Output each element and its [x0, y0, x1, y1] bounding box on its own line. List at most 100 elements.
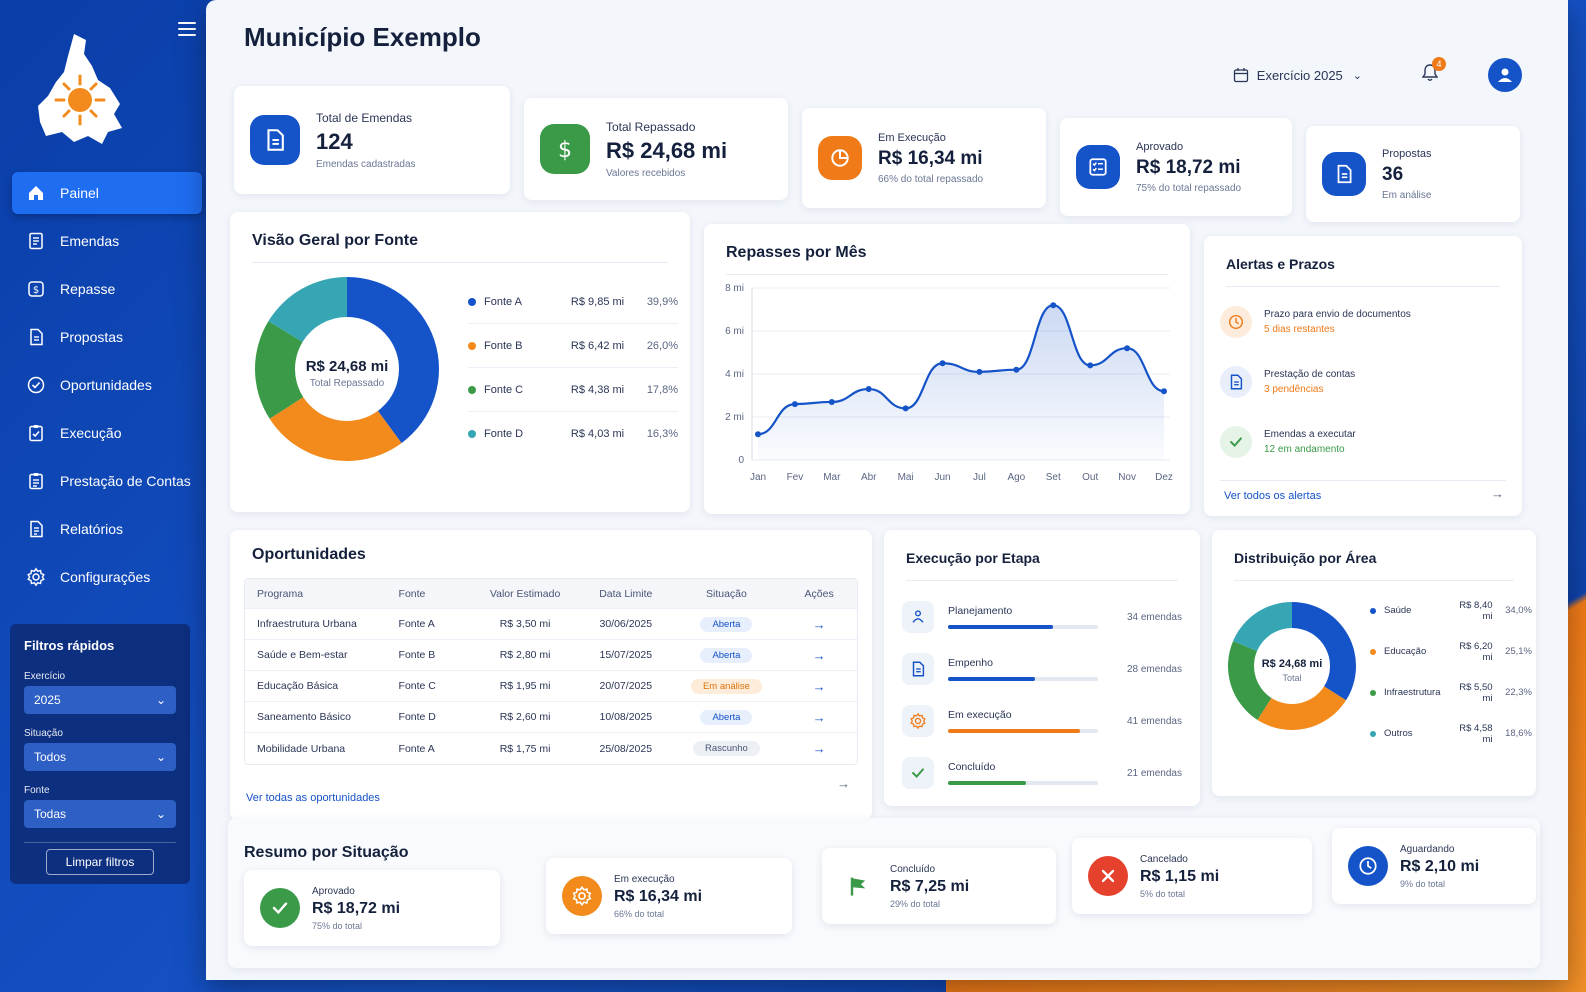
arrow-right-icon[interactable]: → [812, 647, 826, 663]
summary-item[interactable]: Aprovado R$ 18,72 mi 75% do total [244, 870, 500, 946]
overview-slice-fonte-c[interactable] [255, 321, 304, 419]
legend-name: Fonte D [484, 428, 524, 440]
stat-text: Total de Emendas 124 Emendas cadastradas [316, 111, 416, 170]
data-point-jun[interactable] [939, 360, 946, 367]
table-row[interactable]: Saúde e Bem-estar Fonte B R$ 2,80 mi 15/… [245, 640, 857, 671]
data-point-jan[interactable] [755, 431, 761, 438]
dollar-icon: $ [558, 137, 572, 162]
person-icon [912, 610, 924, 623]
stat-label: Aprovado [1136, 140, 1184, 153]
summary-value: R$ 18,72 mi [312, 899, 401, 917]
alerts-title: Alertas e Prazos [1226, 256, 1335, 272]
data-point-mai[interactable] [902, 405, 909, 412]
alert-item[interactable]: Prestação de contas 3 pendências [1220, 354, 1506, 410]
arrow-right-icon[interactable]: → [1491, 486, 1504, 501]
stat-text: Em Execução R$ 16,34 mi 66% do total rep… [878, 132, 983, 185]
summary-item[interactable]: Cancelado R$ 1,15 mi 5% do total [1072, 838, 1312, 914]
table-row[interactable]: Mobilidade Urbana Fonte A R$ 1,75 mi 25/… [245, 733, 857, 764]
filter-exercicio-select[interactable]: 2025 ⌄ [24, 686, 176, 714]
sidebar-item-relat-rios[interactable]: Relatórios [12, 508, 202, 550]
menu-toggle-button[interactable] [178, 22, 196, 36]
stat-card[interactable]: Em Execução R$ 16,34 mi 66% do total rep… [802, 108, 1046, 208]
alert-item[interactable]: Emendas a executar 12 em andamento [1220, 414, 1506, 470]
alert-text: Emendas a executar 12 em andamento [1264, 429, 1356, 455]
arrow-right-icon[interactable]: → [812, 678, 826, 694]
summary-item[interactable]: Concluído R$ 7,25 mi 29% do total [822, 848, 1056, 924]
data-point-jul[interactable] [976, 368, 983, 375]
y-tick-label: 4 mi [725, 369, 744, 380]
overview-slice-fonte-a[interactable] [347, 277, 439, 444]
summary-item[interactable]: Em execução R$ 16,34 mi 66% do total [546, 858, 792, 934]
y-tick-label: 2 mi [725, 412, 744, 423]
filter-situacao-select[interactable]: Todos ⌄ [24, 743, 176, 771]
sidebar: Painel Emendas $ Repasse Propostas Oportunida… [0, 0, 212, 992]
sidebar-item-propostas[interactable]: Propostas [12, 316, 202, 358]
stage-progress-track [948, 781, 1098, 785]
arrow-right-icon[interactable]: → [812, 709, 826, 725]
cell-fonte: Fonte C [398, 680, 436, 692]
arrow-right-icon[interactable]: → [812, 616, 826, 632]
overview-slice-fonte-b[interactable] [269, 397, 402, 461]
area-slice-outros[interactable] [1233, 602, 1292, 652]
filter-fonte-select[interactable]: Todas ⌄ [24, 800, 176, 828]
data-point-nov[interactable] [1124, 345, 1131, 352]
summary-by-status-card: Resumo por Situação Aprovado R$ 18,72 mi… [228, 818, 1540, 968]
area-slice-educa-o[interactable] [1257, 686, 1347, 730]
data-point-set[interactable] [1050, 302, 1057, 309]
stat-card[interactable]: Aprovado R$ 18,72 mi 75% do total repass… [1060, 118, 1292, 216]
column-header: Ações [804, 587, 834, 600]
stat-card[interactable]: Propostas 36 Em análise [1306, 126, 1520, 222]
overview-donut-chart [255, 277, 439, 461]
data-point-fev[interactable] [791, 401, 798, 408]
stat-sub: Em análise [1382, 189, 1432, 201]
monthly-transfers-chart: 0 2 mi 4 mi 6 mi 8 mi Jan Fev Mar Abr Mai Jun Jul Ag… [725, 283, 1173, 483]
summary-sub: 5% do total [1140, 888, 1186, 899]
view-all-opportunities-link[interactable]: Ver todas as oportunidades [246, 792, 380, 804]
summary-text: Aguardando R$ 2,10 mi 9% do total [1400, 844, 1479, 889]
arrow-right-icon[interactable]: → [812, 741, 826, 756]
data-point-mar[interactable] [828, 398, 835, 405]
sidebar-item-label: Execução [60, 425, 122, 441]
sidebar-item-painel[interactable]: Painel [12, 172, 202, 214]
area-slice-infraestrutura[interactable] [1228, 640, 1272, 720]
view-all-alerts-link[interactable]: Ver todos os alertas [1224, 490, 1322, 502]
quick-filters-panel: Filtros rápidos Exercício 2025 ⌄ Situaçã… [10, 624, 190, 884]
sidebar-item-repasse[interactable]: $ Repasse [12, 268, 202, 310]
stage-progress-track [948, 677, 1098, 681]
card-divider [1220, 480, 1506, 481]
main-navigation: Painel Emendas $ Repasse Propostas Oportunida… [12, 172, 202, 604]
arrow-right-icon[interactable]: → [837, 776, 850, 791]
legend-value: R$ 6,42 mi [570, 339, 625, 352]
area-slice-sa-de[interactable] [1292, 602, 1356, 701]
data-point-abr[interactable] [865, 386, 872, 393]
filter-fonte-value: Todas [34, 807, 67, 821]
card-divider [906, 580, 1178, 581]
exercicio-selector[interactable]: Exercício 2025 ⌄ [1233, 67, 1362, 83]
notifications-button[interactable]: 4 [1420, 56, 1446, 88]
sidebar-item-execu-o[interactable]: Execução [12, 412, 202, 454]
legend-value: R$ 4,58 mi [1459, 722, 1493, 745]
stat-card[interactable]: $ Total Repassado R$ 24,68 mi Valores re… [524, 98, 788, 200]
summary-item[interactable]: Aguardando R$ 2,10 mi 9% do total [1332, 828, 1536, 904]
sidebar-item-oportunidades[interactable]: Oportunidades [12, 364, 202, 406]
sidebar-item-presta-o-de-contas[interactable]: Prestação de Contas [12, 460, 202, 502]
table-row[interactable]: Educação Básica Fonte C R$ 1,95 mi 20/07… [245, 671, 857, 702]
table-row[interactable]: Infraestrutura Urbana Fonte A R$ 3,50 mi… [245, 609, 857, 640]
stat-card[interactable]: Total de Emendas 124 Emendas cadastradas [234, 86, 510, 194]
gear-icon [27, 567, 45, 587]
card-divider [1234, 580, 1514, 581]
legend-color-dot [1370, 689, 1376, 696]
alert-item[interactable]: Prazo para envio de documentos 5 dias re… [1220, 294, 1506, 350]
legend-color-dot [1370, 607, 1376, 614]
sidebar-item-emendas[interactable]: Emendas [12, 220, 202, 262]
stage-count: 41 emendas [1126, 715, 1182, 727]
chevron-down-icon: ⌄ [155, 750, 166, 764]
sidebar-item-configura-es[interactable]: Configurações [12, 556, 202, 598]
user-avatar[interactable] [1488, 58, 1522, 92]
data-point-ago[interactable] [1013, 366, 1020, 373]
data-point-out[interactable] [1087, 362, 1094, 369]
clear-filters-button[interactable]: Limpar filtros [46, 849, 154, 875]
table-row[interactable]: Saneamento Básico Fonte D R$ 2,60 mi 10/… [245, 702, 857, 733]
overview-slice-fonte-d[interactable] [268, 277, 347, 342]
data-point-dez[interactable] [1161, 388, 1167, 395]
